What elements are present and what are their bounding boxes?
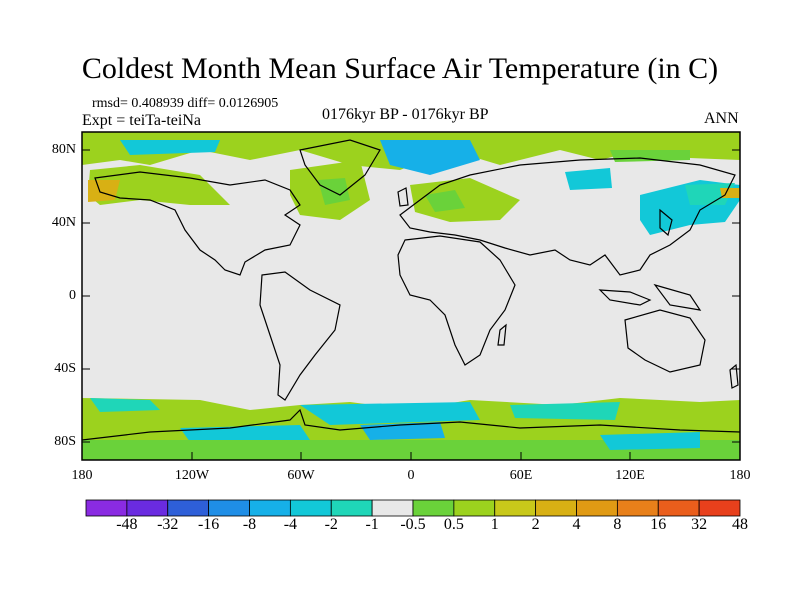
japan-outline: [659, 208, 673, 237]
antarctica-outline: [81, 408, 741, 441]
new-zealand-outline: [729, 363, 739, 389]
north-america-outline: [94, 171, 301, 276]
colorbar-swatch: [494, 499, 537, 517]
experiment-label: Expt = teiTa-teiNa: [82, 112, 201, 129]
lon-ticks: [81, 452, 741, 460]
arctic-cyan-patch: [120, 140, 220, 155]
lon-label-120e: 120E: [615, 468, 645, 483]
period-label: 0176kyr BP - 0176kyr BP: [322, 106, 489, 123]
map-title: Coldest Month Mean Surface Air Temperatu…: [81, 52, 719, 85]
antarctic-light-green: [82, 440, 740, 460]
colorbar-swatch: [208, 499, 250, 517]
colorbar-label: 16: [650, 516, 667, 533]
colorbar-swatch: [657, 499, 700, 517]
uk-outline: [397, 187, 409, 207]
colorbar-label: 2: [531, 516, 540, 533]
southern-cyan-1: [300, 402, 480, 425]
colorbar-swatch: [289, 499, 332, 517]
lon-label-0: 0: [407, 468, 415, 483]
australia-outline: [624, 309, 706, 373]
southern-teal-1: [90, 398, 160, 412]
colorbar-label: -2: [324, 516, 338, 533]
colorbar-swatch: [167, 499, 210, 517]
colorbar-swatch: [453, 499, 496, 517]
greenland-outline: [299, 139, 381, 196]
south-america-outline: [259, 271, 341, 401]
southern-teal-2: [510, 402, 620, 420]
colorbar-swatch: [535, 499, 577, 517]
indonesia-outline: [598, 289, 652, 306]
colorbar-label: 0.5: [443, 516, 464, 533]
lon-label-180e: 180: [729, 468, 751, 483]
madagascar-outline: [497, 323, 507, 346]
europe-light-green: [425, 190, 465, 212]
lat-ticks: [82, 149, 740, 443]
colorbar-label: -48: [116, 516, 138, 533]
southern-cyan-2: [180, 425, 310, 442]
north-pacific-green: [88, 165, 230, 205]
lon-label-120w: 120W: [174, 468, 210, 483]
lon-label-180w: 180: [71, 468, 93, 483]
colorbar-swatch: [371, 499, 414, 517]
colorbar-label: -16: [197, 516, 220, 533]
anomaly-field: [82, 132, 740, 460]
colorbar-swatch: [412, 499, 455, 517]
colorbar-label: -1: [365, 516, 379, 533]
colorbar-swatch: [126, 499, 169, 517]
colorbar-label: -8: [242, 516, 257, 533]
stats-line: rmsd= 0.408939 diff= 0.0126905: [92, 96, 279, 111]
antarctic-cyan: [600, 432, 700, 450]
siberia-green-patch: [610, 150, 690, 162]
africa-outline: [397, 235, 516, 366]
colorbar-label: -32: [157, 516, 179, 533]
colorbar-label: 48: [732, 516, 748, 533]
lat-label-40n: 40N: [51, 215, 76, 230]
colorbar-swatch: [249, 499, 291, 517]
colorbar-swatch: [576, 499, 618, 517]
colorbar-swatch: [698, 499, 741, 517]
lon-label-60w: 60W: [287, 468, 315, 483]
arctic-blue-patch: [380, 140, 480, 175]
colorbar: [85, 499, 741, 517]
colorbar-label: -4: [283, 516, 298, 533]
coastlines: [81, 139, 741, 441]
colorbar-swatch: [85, 499, 128, 517]
colorbar-swatch: [616, 499, 659, 517]
colorbar-label: 4: [572, 516, 581, 533]
lat-label-40s: 40S: [54, 361, 76, 376]
colorbar-swatch: [330, 499, 373, 517]
lon-label-60e: 60E: [509, 468, 533, 483]
colorbar-label: 8: [613, 516, 622, 533]
new-guinea-outline: [653, 283, 702, 311]
colorbar-label: 1: [490, 516, 499, 533]
lat-label-80n: 80N: [51, 142, 76, 157]
lat-label-80s: 80S: [54, 434, 76, 449]
colorbar-label: 32: [691, 516, 708, 533]
colorbar-label: -0.5: [400, 516, 426, 533]
eurasia-outline: [399, 157, 736, 276]
north-pacific-orange: [88, 180, 120, 202]
lat-label-0: 0: [69, 288, 76, 303]
central-asia-cyan: [565, 168, 612, 190]
season-label: ANN: [704, 110, 739, 127]
